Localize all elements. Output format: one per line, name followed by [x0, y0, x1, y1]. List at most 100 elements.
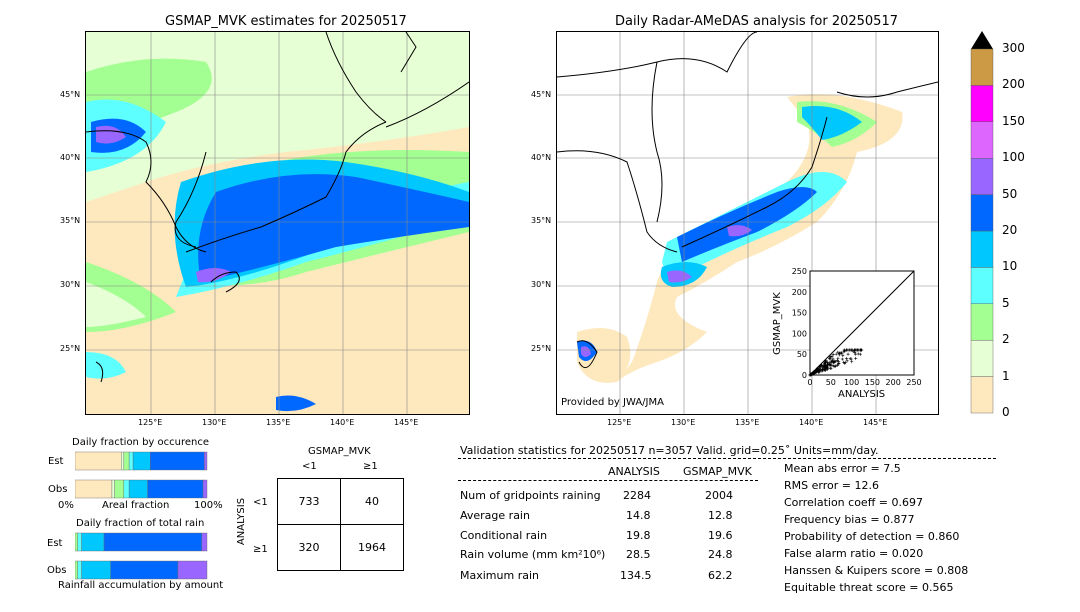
scatter-point: [814, 370, 818, 374]
scatter-point: [854, 348, 858, 352]
scatter-point: [840, 357, 844, 361]
stat-gsmap-1: 12.8: [708, 509, 733, 522]
fraction-bar-segment: [81, 532, 105, 552]
fraction-bar-segment: [114, 479, 125, 499]
occurrence-axis-right: 100%: [194, 500, 223, 511]
scatter-point: [846, 352, 850, 356]
fraction-bar-segment: [75, 532, 78, 552]
scatter-point: [831, 353, 835, 357]
stat-analysis-0: 2284: [623, 489, 651, 502]
right-lon-140: 140°E: [799, 418, 824, 427]
colorbar-tick-label: 300: [1002, 41, 1025, 55]
fraction-bar-segment: [147, 479, 204, 499]
scatter-point: [841, 353, 845, 357]
stat-gsmap-3: 24.8: [708, 548, 733, 561]
scatter-point: [845, 359, 849, 363]
total-rain-bars: [75, 532, 208, 580]
scatter-point: [830, 354, 834, 358]
score-0: Mean abs error = 7.5: [784, 462, 901, 475]
contingency-cell-01: 40: [340, 478, 404, 525]
stat-gsmap-2: 19.6: [708, 529, 733, 542]
scatter-point: [837, 352, 841, 356]
score-3: Frequency bias = 0.877: [784, 513, 915, 526]
scatter-point: [844, 348, 848, 352]
colorbar-tick-label: 20: [1002, 223, 1018, 237]
colorbar-segment: [970, 157, 994, 195]
colorbar: [970, 31, 994, 414]
occurrence-bars: [75, 451, 208, 499]
validation-col-analysis: ANALYSIS: [608, 465, 660, 478]
total-rain-footer: Rainfall accumulation by amount: [58, 580, 224, 591]
right-lon-145: 145°E: [863, 418, 888, 427]
scatter-ytick: 150: [792, 309, 807, 318]
scatter-ytick: 100: [792, 329, 807, 338]
stat-gsmap-4: 62.2: [708, 569, 733, 582]
score-4: Probability of detection = 0.860: [784, 530, 960, 543]
data-credit: Provided by JWA/JMA: [561, 397, 664, 408]
scatter-point: [820, 369, 824, 373]
scatter-ytick: 0: [802, 371, 807, 380]
scatter-point: [830, 364, 834, 368]
colorbar-segment: [970, 121, 994, 159]
scatter-point: [826, 362, 830, 366]
fraction-bar-segment: [123, 479, 130, 499]
scatter-point: [840, 351, 844, 355]
stat-label-0: Num of gridpoints raining: [460, 489, 601, 502]
scatter-point: [850, 348, 854, 352]
stat-label-3: Rain volume (mm km²10⁶): [460, 548, 606, 561]
contingency-cell-10: 320: [277, 524, 341, 571]
colorbar-tick-label: 0: [1002, 405, 1010, 419]
total-rain-est-label: Est: [47, 538, 63, 549]
colorbar-segment: [970, 194, 994, 232]
contingency-col-lt: <1: [302, 461, 317, 472]
scatter-point: [824, 360, 828, 364]
scatter-point: [854, 356, 858, 360]
fraction-bar-segment: [150, 451, 205, 471]
right-lat-30: 30°N: [531, 280, 552, 289]
total-rain-title: Daily fraction of total rain: [76, 518, 205, 529]
fraction-bar-segment: [75, 560, 78, 580]
colorbar-segment: [970, 303, 994, 341]
contingency-cell-11: 1964: [340, 524, 404, 571]
scatter-point: [832, 364, 836, 368]
fraction-bar-segment: [77, 532, 82, 552]
left-lat-30: 30°N: [60, 280, 81, 289]
contingency-table: 733 40 320 1964: [277, 478, 404, 571]
validation-header: Validation statistics for 20250517 n=305…: [460, 444, 879, 457]
scatter-point: [843, 361, 847, 365]
scatter-point: [859, 348, 863, 352]
right-lon-125: 125°E: [607, 418, 632, 427]
scatter-xtick: 250: [906, 378, 921, 387]
stat-label-2: Conditional rain: [460, 529, 548, 542]
scatter-point: [844, 356, 848, 360]
fraction-bar-segment: [75, 479, 113, 499]
colorbar-segment: [970, 340, 994, 377]
fraction-bar-segment: [81, 560, 111, 580]
scatter-point: [830, 358, 834, 362]
occurrence-axis-left: 0%: [58, 500, 74, 511]
scatter-xtick: 200: [886, 378, 901, 387]
fraction-bar-segment: [128, 451, 134, 471]
score-2: Correlation coeff = 0.697: [784, 496, 923, 509]
scatter-point: [818, 366, 822, 370]
scatter-ytick: 200: [792, 288, 807, 297]
scatter-point: [836, 350, 840, 354]
score-6: Hanssen & Kuipers score = 0.808: [784, 564, 969, 577]
contingency-title: GSMAP_MVK: [308, 446, 371, 457]
scatter-point: [836, 356, 840, 360]
left-map-field: [86, 32, 469, 414]
left-lat-25: 25°N: [60, 344, 81, 353]
scatter-point: [816, 369, 820, 373]
scatter-xtick: 150: [865, 378, 880, 387]
right-lat-25: 25°N: [531, 344, 552, 353]
scatter-point: [824, 366, 828, 370]
scatter-point: [856, 352, 860, 356]
scatter-point: [851, 349, 855, 353]
left-lat-35: 35°N: [60, 216, 81, 225]
scatter-point: [824, 368, 828, 372]
right-map-title: Daily Radar-AMeDAS analysis for 20250517: [615, 14, 898, 29]
fraction-bar-segment: [123, 451, 130, 471]
colorbar-tick-label: 150: [1002, 113, 1025, 128]
scatter-point: [820, 367, 824, 371]
left-lat-45: 45°N: [60, 90, 81, 99]
